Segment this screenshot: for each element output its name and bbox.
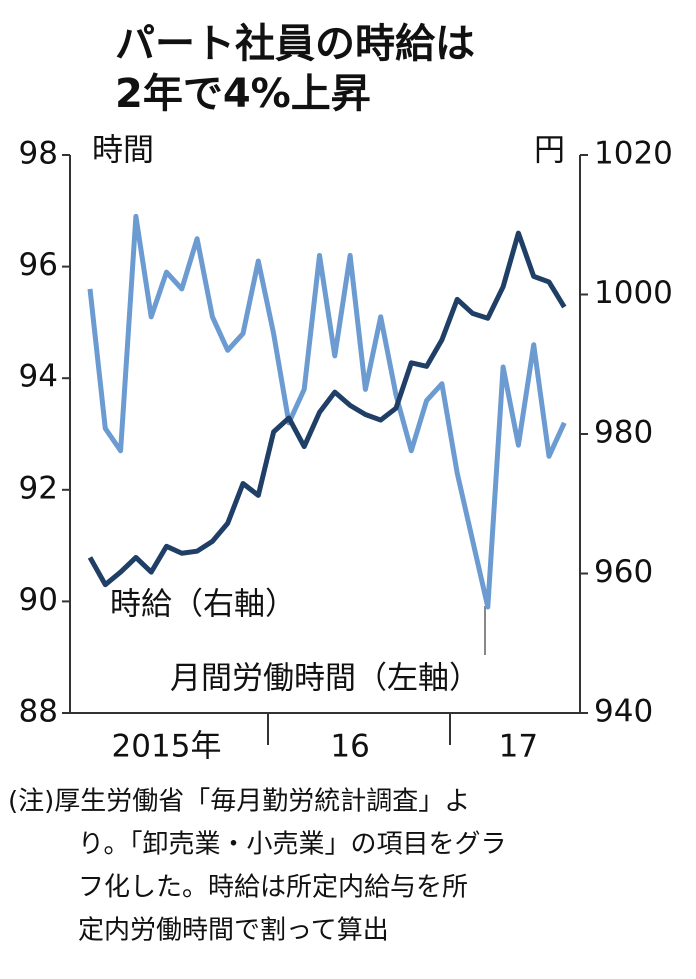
note: 定内労働時間で割って算出 [78,916,389,946]
y2-tick-label: 1000 [594,275,673,311]
y2-tick-label: 1020 [594,136,673,172]
series-label: 月間労働時間（左軸） [170,661,480,697]
y-tick-label: 90 [19,582,58,618]
y-unit: 時間 [92,133,154,169]
x-tick-label: 2015年 [112,729,222,765]
y2-tick-label: 940 [594,694,653,730]
y2-unit: 円 [534,133,565,169]
note: フ化した。時給は所定内給与を所 [78,873,468,903]
title: 2年で4%上昇 [115,71,371,117]
series-line [87,230,567,588]
x-tick-label: 17 [499,729,538,765]
y-tick-label: 92 [19,470,58,506]
series-line [87,213,567,610]
series-label: 時給（右軸） [110,587,296,623]
note: り。「卸売業・小売業」の項目をグラ [78,830,506,860]
y-tick-label: 96 [19,247,58,283]
title: パート社員の時給は [115,21,475,67]
y-tick-label: 88 [19,694,58,730]
y2-tick-label: 960 [594,554,653,590]
x-tick-label: 16 [330,729,369,765]
y-tick-label: 98 [19,136,58,172]
y-tick-label: 94 [19,359,58,395]
note: (注)厚生労働省「毎月勤労統計調査」よ [8,787,470,817]
y2-tick-label: 980 [594,415,653,451]
